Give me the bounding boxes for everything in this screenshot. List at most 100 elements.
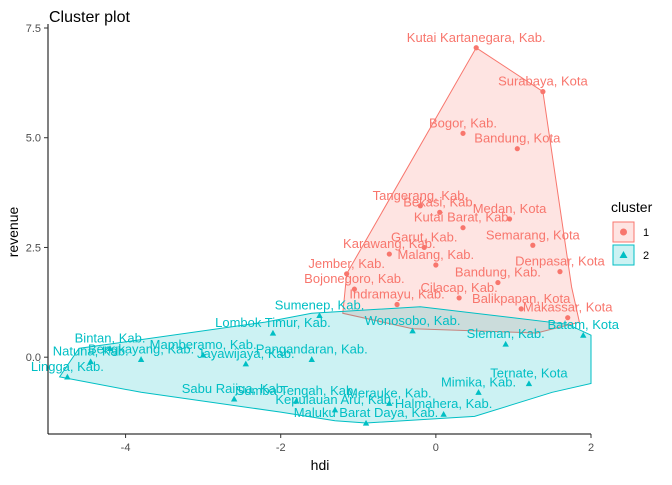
hull-layer	[58, 47, 592, 424]
data-point-cluster-1	[437, 209, 443, 215]
point-label: Merauke, Kab.	[347, 385, 432, 400]
x-tick-label: -4	[121, 442, 131, 454]
data-point-cluster-2	[293, 397, 300, 404]
chart-title: Cluster plot	[49, 9, 130, 26]
y-tick-label: 7.5	[26, 23, 41, 35]
hull-cluster-2	[58, 306, 592, 424]
data-point-cluster-1	[565, 315, 571, 321]
point-label: Kepulauan Aru, Kab.	[275, 392, 394, 407]
point-label: Natuna, Kab.	[53, 344, 129, 359]
data-point-cluster-1	[460, 130, 466, 136]
data-point-cluster-1	[460, 225, 466, 231]
point-label: Jayawijaya, Kab.	[197, 346, 295, 361]
data-point-cluster-2	[580, 332, 587, 338]
point-label: Pangandaran, Kab.	[256, 341, 368, 356]
y-tick-label: 2.5	[26, 242, 41, 254]
axes-layer: -4 -2 0 2 0.0 2.5 5.0 7.5	[26, 23, 594, 454]
data-point-cluster-2	[502, 340, 509, 347]
point-label: Sumba Tengah, Kab.	[236, 383, 357, 398]
data-point-cluster-1	[473, 45, 479, 51]
x-tick-label: -2	[276, 442, 286, 454]
point-label: Kutai Kartanegara, Kab.	[407, 30, 546, 45]
data-point-cluster-1	[456, 295, 462, 301]
point-label: Malang, Kab.	[398, 247, 475, 262]
data-point-cluster-2	[106, 345, 114, 351]
data-point-cluster-2	[316, 312, 323, 319]
points-layer	[64, 45, 587, 426]
point-label: Halmahera, Kab.	[395, 396, 493, 411]
legend-symbol-1	[620, 228, 627, 236]
point-label: Bojonegoro, Kab.	[304, 271, 404, 286]
data-point-cluster-1	[344, 271, 350, 277]
point-label: Ternate, Kota	[490, 366, 568, 381]
point-label: Bogor, Kab.	[429, 115, 497, 130]
data-point-cluster-2	[242, 360, 250, 367]
legend-title: cluster	[611, 199, 653, 215]
point-label: Surabaya, Kota	[498, 74, 588, 89]
point-label: Medan, Kota	[473, 201, 547, 216]
point-label: Bandung, Kab.	[455, 265, 541, 280]
y-axis-label: revenue	[5, 206, 21, 257]
data-point-cluster-1	[514, 146, 520, 152]
point-label: Bintan, Kab.	[75, 330, 146, 345]
y-tick-label: 0.0	[26, 352, 41, 364]
point-label: Tangerang, Kab.	[373, 188, 468, 203]
data-point-cluster-2	[475, 389, 482, 395]
point-label: Bandung, Kota	[474, 131, 561, 146]
data-point-cluster-1	[518, 306, 524, 312]
point-label: Maluku Barat Daya, Kab.	[294, 405, 439, 420]
data-point-cluster-2	[308, 356, 315, 362]
data-point-cluster-2	[440, 411, 447, 417]
data-point-cluster-2	[386, 400, 393, 406]
point-label: Semarang, Kota	[486, 227, 581, 242]
data-point-cluster-1	[394, 301, 400, 308]
point-label: Mamberamo, Kab.	[150, 337, 257, 352]
point-labels-layer: Kutai Kartanegara, Kab. Surabaya, Kota Bog…	[31, 30, 620, 420]
data-point-cluster-1	[433, 262, 439, 268]
point-label: Makassar, Kota	[523, 300, 613, 315]
data-point-cluster-2	[525, 380, 533, 387]
data-point-cluster-1	[557, 269, 563, 275]
legend: cluster 1 2	[611, 199, 653, 266]
data-point-cluster-2	[87, 358, 94, 365]
point-label: Sumenep, Kab.	[275, 297, 365, 312]
data-point-cluster-1	[421, 244, 427, 251]
point-label: Bengkayang, Kab.	[88, 341, 194, 356]
legend-label-1: 1	[643, 227, 649, 239]
point-label: Indramayu, Kab.	[349, 287, 444, 302]
data-point-cluster-2	[64, 373, 71, 380]
data-point-cluster-2	[199, 351, 207, 358]
point-label: Mimika, Kab.	[441, 374, 516, 389]
point-label: Bekasi, Kab.	[403, 194, 476, 209]
data-point-cluster-2	[331, 406, 339, 413]
point-label: Sabu Raijua, Kab.	[182, 381, 287, 396]
data-point-cluster-1	[540, 89, 546, 95]
data-point-cluster-1	[351, 286, 358, 292]
point-label: Sleman, Kab.	[467, 326, 545, 341]
data-point-cluster-1	[495, 279, 501, 286]
data-point-cluster-2	[362, 419, 370, 426]
x-axis-label: hdi	[311, 457, 330, 473]
data-point-cluster-1	[386, 251, 392, 257]
point-label: Jember, Kab.	[308, 256, 385, 271]
point-label: Denpasar, Kota	[515, 254, 605, 269]
point-label: Batam, Kota	[547, 317, 619, 332]
point-label: Lombok Timur, Kab.	[215, 315, 331, 330]
point-label: Kutai Barat, Kab.	[414, 210, 512, 225]
x-tick-label: 2	[588, 442, 594, 454]
data-point-cluster-2	[230, 395, 238, 402]
y-tick-label: 5.0	[26, 133, 41, 145]
data-point-cluster-1	[530, 242, 536, 248]
data-point-cluster-1	[417, 203, 423, 209]
data-point-cluster-2	[409, 327, 416, 334]
data-point-cluster-1	[506, 216, 513, 222]
point-label: Garut, Kab.	[391, 229, 457, 244]
hull-cluster-1	[342, 47, 580, 334]
legend-symbol-2	[619, 251, 628, 258]
x-tick-label: 0	[433, 442, 439, 454]
point-label: Lingga, Kab.	[31, 359, 104, 374]
data-point-cluster-2	[137, 356, 145, 362]
data-point-cluster-2	[269, 329, 277, 336]
